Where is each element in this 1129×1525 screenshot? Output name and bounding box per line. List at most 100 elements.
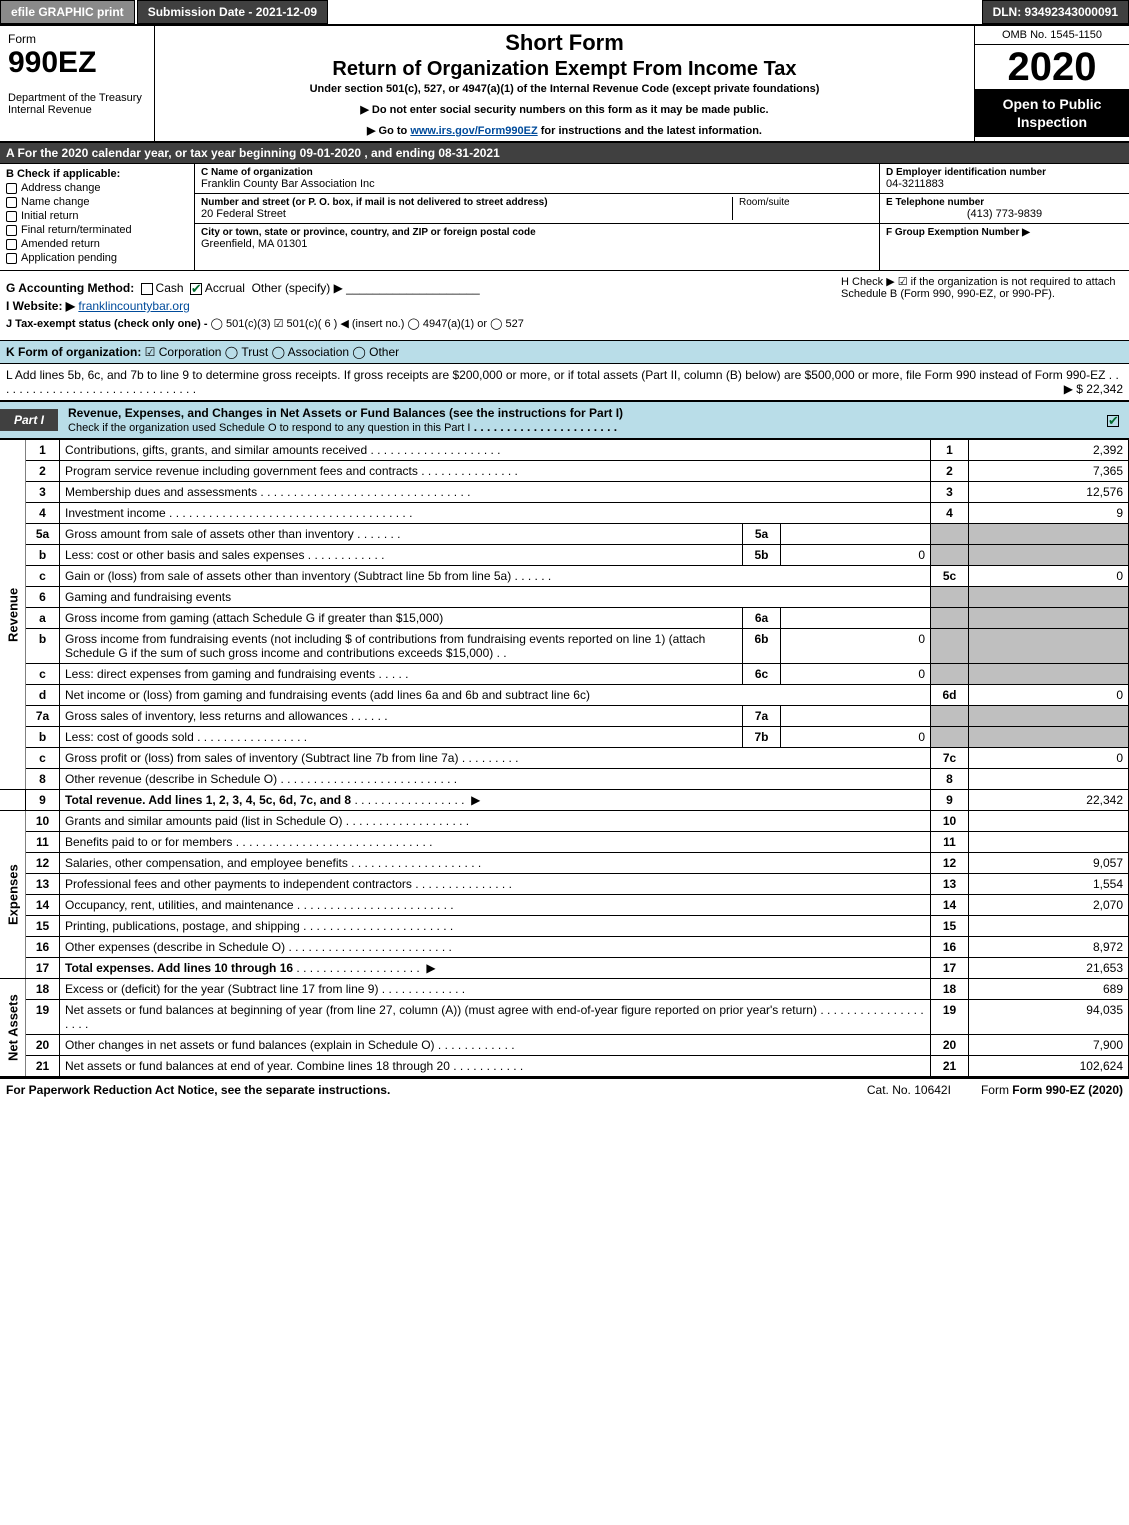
line-value: 7,365 xyxy=(969,461,1129,482)
line-desc: Benefits paid to or for members xyxy=(65,835,232,849)
sub-value: 0 xyxy=(781,545,931,566)
line-num: b xyxy=(26,727,60,748)
line-num: 2 xyxy=(26,461,60,482)
line-desc: Gain or (loss) from sale of assets other… xyxy=(65,569,511,583)
g-label: G Accounting Method: xyxy=(6,281,134,295)
ssn-warning: ▶ Do not enter social security numbers o… xyxy=(165,103,964,116)
line-num: 17 xyxy=(26,958,60,979)
checkbox-amended[interactable] xyxy=(6,239,17,250)
line-desc: Net income or (loss) from gaming and fun… xyxy=(65,688,590,702)
subtitle: Under section 501(c), 527, or 4947(a)(1)… xyxy=(165,83,964,95)
box-num: 17 xyxy=(931,958,969,979)
box-num: 1 xyxy=(931,440,969,461)
footer-right: Form Form 990-EZ (2020) xyxy=(981,1083,1123,1097)
group-exemption-label: F Group Exemption Number ▶ xyxy=(886,227,1123,238)
line-desc: Gross income from fundraising events (no… xyxy=(65,632,705,660)
sub-num: 6c xyxy=(743,664,781,685)
line-num: 15 xyxy=(26,916,60,937)
box-num: 12 xyxy=(931,853,969,874)
box-num: 19 xyxy=(931,1000,969,1035)
sub-value: 0 xyxy=(781,629,931,664)
box-num: 14 xyxy=(931,895,969,916)
phone-value: (413) 773-9839 xyxy=(886,208,1123,220)
line-value: 0 xyxy=(969,566,1129,587)
tax-year-line: A For the 2020 calendar year, or tax yea… xyxy=(0,143,1129,164)
irs-link[interactable]: www.irs.gov/Form990EZ xyxy=(410,125,537,137)
line-value: 2,392 xyxy=(969,440,1129,461)
box-num: 8 xyxy=(931,769,969,790)
line-desc: Gross sales of inventory, less returns a… xyxy=(65,709,348,723)
line-value xyxy=(969,811,1129,832)
box-c: C Name of organization Franklin County B… xyxy=(195,164,879,270)
checkbox-initial-return[interactable] xyxy=(6,211,17,222)
line-value: 22,342 xyxy=(969,790,1129,811)
line-desc: Other expenses (describe in Schedule O) xyxy=(65,940,285,954)
line-num: 16 xyxy=(26,937,60,958)
title-short-form: Short Form xyxy=(165,30,964,56)
note2-post: for instructions and the latest informat… xyxy=(538,125,762,137)
footer-mid: Cat. No. 10642I xyxy=(837,1083,981,1097)
top-bar: efile GRAPHIC print Submission Date - 20… xyxy=(0,0,1129,26)
sub-num: 5a xyxy=(743,524,781,545)
phone-label: E Telephone number xyxy=(886,197,1123,208)
line-value: 21,653 xyxy=(969,958,1129,979)
header-right: OMB No. 1545-1150 2020 Open to Public In… xyxy=(974,26,1129,141)
checkbox-accrual[interactable] xyxy=(190,283,202,295)
line-desc: Gross profit or (loss) from sales of inv… xyxy=(65,751,458,765)
line-value: 12,576 xyxy=(969,482,1129,503)
tax-year: 2020 xyxy=(975,45,1129,89)
line-value: 9 xyxy=(969,503,1129,524)
footer-form: Form 990-EZ (2020) xyxy=(1012,1083,1123,1097)
checkbox-schedule-o[interactable] xyxy=(1107,415,1119,427)
submission-date-button[interactable]: Submission Date - 2021-12-09 xyxy=(137,0,328,24)
line-desc: Salaries, other compensation, and employ… xyxy=(65,856,348,870)
line-value: 0 xyxy=(969,685,1129,706)
sub-value xyxy=(781,706,931,727)
line-desc: Professional fees and other payments to … xyxy=(65,877,412,891)
line-value xyxy=(969,769,1129,790)
sub-num: 7b xyxy=(743,727,781,748)
line-num: 12 xyxy=(26,853,60,874)
line-num: 21 xyxy=(26,1056,60,1077)
box-num: 2 xyxy=(931,461,969,482)
line-value: 7,900 xyxy=(969,1035,1129,1056)
line-value: 689 xyxy=(969,979,1129,1000)
l-text: L Add lines 5b, 6c, and 7b to line 9 to … xyxy=(6,368,1105,382)
line-value: 9,057 xyxy=(969,853,1129,874)
org-name: Franklin County Bar Association Inc xyxy=(201,178,873,190)
checkbox-address-change[interactable] xyxy=(6,183,17,194)
city-value: Greenfield, MA 01301 xyxy=(201,238,873,250)
box-num: 11 xyxy=(931,832,969,853)
line-desc: Excess or (deficit) for the year (Subtra… xyxy=(65,982,378,996)
sub-value: 0 xyxy=(781,727,931,748)
box-num: 3 xyxy=(931,482,969,503)
line-num: c xyxy=(26,664,60,685)
meta-block: H Check ▶ ☑ if the organization is not r… xyxy=(0,271,1129,341)
line-num: 3 xyxy=(26,482,60,503)
line-value: 0 xyxy=(969,748,1129,769)
sub-num: 5b xyxy=(743,545,781,566)
val-grey xyxy=(969,587,1129,608)
cb-label-final: Final return/terminated xyxy=(21,224,132,236)
line-num: 8 xyxy=(26,769,60,790)
checkbox-final-return[interactable] xyxy=(6,225,17,236)
line-num: 6 xyxy=(26,587,60,608)
box-num: 4 xyxy=(931,503,969,524)
line-desc: Gross amount from sale of assets other t… xyxy=(65,527,354,541)
department-label: Department of the Treasury Internal Reve… xyxy=(8,92,146,116)
checkbox-pending[interactable] xyxy=(6,253,17,264)
line-num: 18 xyxy=(26,979,60,1000)
checkbox-name-change[interactable] xyxy=(6,197,17,208)
website-link[interactable]: franklincountybar.org xyxy=(78,299,189,313)
sub-value xyxy=(781,524,931,545)
efile-print-button[interactable]: efile GRAPHIC print xyxy=(0,0,135,24)
val-grey xyxy=(969,629,1129,664)
g-accrual: Accrual xyxy=(205,281,245,295)
line-num: 7a xyxy=(26,706,60,727)
g-other: Other (specify) ▶ xyxy=(252,281,343,295)
line-desc: Net assets or fund balances at end of ye… xyxy=(65,1059,450,1073)
line-value: 94,035 xyxy=(969,1000,1129,1035)
line-desc: Grants and similar amounts paid (list in… xyxy=(65,814,342,828)
line-value: 1,554 xyxy=(969,874,1129,895)
checkbox-cash[interactable] xyxy=(141,283,153,295)
